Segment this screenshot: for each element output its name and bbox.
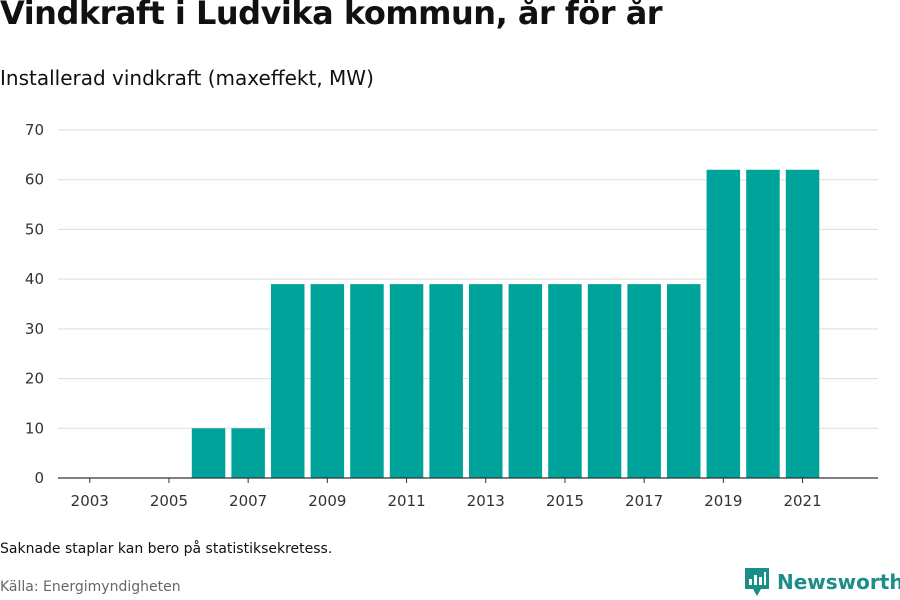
bar-2013 bbox=[469, 284, 503, 478]
y-tick-label: 70 bbox=[25, 121, 44, 139]
bar-chart: 0 10 20 30 40 50 60 70 2003 2005 2007 2009 2011 2013… bbox=[25, 121, 878, 510]
bar-2009 bbox=[310, 284, 345, 478]
newsworthy-logo: Newsworthy bbox=[744, 567, 900, 597]
x-tick-label: 2009 bbox=[308, 492, 346, 510]
bar-2017 bbox=[627, 284, 661, 478]
y-tick-label: 50 bbox=[25, 220, 44, 238]
chart-title: Vindkraft i Ludvika kommun, år för år bbox=[0, 0, 663, 32]
bar-2010 bbox=[350, 284, 384, 478]
x-tick-labels: 2003 2005 2007 2009 2011 2013 2015 2017 2019 2021 bbox=[71, 492, 822, 510]
y-tick-label: 60 bbox=[25, 171, 44, 189]
bar-2006 bbox=[191, 428, 226, 478]
x-tick-label: 2017 bbox=[625, 492, 663, 510]
bars bbox=[191, 169, 820, 478]
y-tick-label: 10 bbox=[25, 419, 44, 437]
x-tick-label: 2015 bbox=[546, 492, 584, 510]
x-tick-label: 2019 bbox=[704, 492, 742, 510]
y-tick-label: 40 bbox=[25, 270, 44, 288]
x-tick-label: 2021 bbox=[783, 492, 821, 510]
bar-2012 bbox=[429, 284, 463, 478]
bar-2021 bbox=[785, 169, 820, 478]
newsworthy-logo-icon bbox=[745, 568, 769, 596]
x-tick-label: 2011 bbox=[387, 492, 425, 510]
x-tick-label: 2007 bbox=[229, 492, 267, 510]
chart-subtitle: Installerad vindkraft (maxeffekt, MW) bbox=[0, 66, 374, 90]
footnote: Saknade staplar kan bero på statistiksek… bbox=[0, 541, 333, 557]
bar-2018 bbox=[667, 284, 701, 478]
brand-name: Newsworthy bbox=[777, 570, 900, 594]
y-tick-label: 30 bbox=[25, 320, 44, 338]
bar-2008 bbox=[271, 284, 305, 478]
x-tick-label: 2005 bbox=[150, 492, 188, 510]
bar-2007 bbox=[231, 428, 265, 478]
bar-2016 bbox=[587, 284, 622, 478]
bar-2011 bbox=[389, 284, 424, 478]
y-tick-label: 0 bbox=[34, 469, 44, 487]
x-tick-label: 2013 bbox=[467, 492, 505, 510]
x-tick-label: 2003 bbox=[71, 492, 109, 510]
y-tick-label: 20 bbox=[25, 370, 44, 388]
bar-2014 bbox=[508, 284, 543, 478]
axes bbox=[58, 477, 878, 483]
bar-2020 bbox=[746, 169, 780, 478]
y-tick-labels: 0 10 20 30 40 50 60 70 bbox=[25, 121, 44, 487]
bar-2019 bbox=[706, 169, 741, 478]
grid-lines bbox=[58, 129, 878, 429]
source-credit: Källa: Energimyndigheten bbox=[0, 579, 181, 595]
bar-2015 bbox=[548, 284, 582, 478]
